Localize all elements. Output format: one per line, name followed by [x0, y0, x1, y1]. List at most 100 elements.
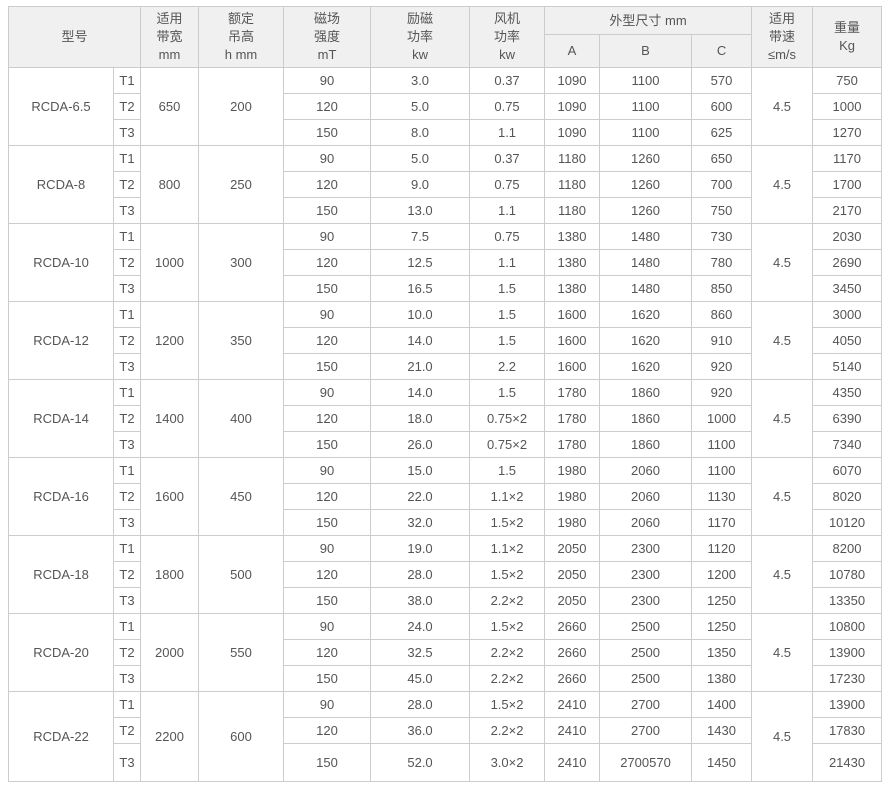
field-strength-cell: 150 — [283, 353, 372, 380]
field-strength-cell: 90 — [283, 535, 372, 562]
dim-a-cell: 1600 — [544, 353, 601, 380]
fan-power-cell: 1.5×2 — [469, 613, 546, 640]
t-grade-cell: T2 — [112, 405, 142, 432]
spec-row: T3 150 16.5 1.5 1380 1480 850 3450 — [9, 275, 883, 302]
dim-b-cell: 2300 — [599, 535, 693, 562]
dim-c-cell: 750 — [691, 197, 753, 224]
field-strength-cell: 150 — [283, 119, 372, 146]
model-cell: RCDA-14 — [8, 379, 114, 458]
excitation-power-cell: 9.0 — [370, 171, 471, 198]
spec-row: T2 120 5.0 0.75 1090 1100 600 1000 — [9, 93, 883, 120]
excitation-power-cell: 18.0 — [370, 405, 471, 432]
weight-cell: 13350 — [812, 587, 883, 614]
dim-a-cell: 2410 — [544, 717, 601, 744]
t-grade-cell: T3 — [112, 665, 142, 692]
excitation-power-cell: 19.0 — [370, 535, 471, 562]
dim-b-cell: 1860 — [599, 379, 693, 406]
field-strength-cell: 120 — [283, 639, 372, 666]
fan-power-cell: 2.2×2 — [469, 717, 546, 744]
field-strength-cell: 120 — [283, 405, 372, 432]
bandwidth-cell: 1600 — [140, 457, 200, 536]
spec-row: T3 150 45.0 2.2×2 2660 2500 1380 17230 — [9, 665, 883, 692]
dim-b-cell: 1480 — [599, 275, 693, 302]
field-strength-cell: 90 — [283, 379, 372, 406]
dim-c-cell: 910 — [691, 327, 753, 354]
model-cell: RCDA-16 — [8, 457, 114, 536]
dim-c-cell: 700 — [691, 171, 753, 198]
t-grade-cell: T2 — [112, 639, 142, 666]
dim-c-cell: 850 — [691, 275, 753, 302]
weight-cell: 3450 — [812, 275, 883, 302]
weight-cell: 10800 — [812, 613, 883, 640]
bandwidth-cell: 800 — [140, 145, 200, 224]
dim-b-cell: 2060 — [599, 457, 693, 484]
fan-power-cell: 1.1×2 — [469, 483, 546, 510]
dim-c-cell: 1430 — [691, 717, 753, 744]
excitation-power-cell: 36.0 — [370, 717, 471, 744]
spec-row: T3 150 26.0 0.75×2 1780 1860 1100 7340 — [9, 431, 883, 458]
excitation-power-cell: 5.0 — [370, 93, 471, 120]
weight-cell: 2030 — [812, 223, 883, 250]
dim-a-cell: 1380 — [544, 249, 601, 276]
spec-row: T2 120 12.5 1.1 1380 1480 780 2690 — [9, 249, 883, 276]
fan-power-cell: 0.37 — [469, 67, 546, 94]
field-strength-cell: 150 — [283, 665, 372, 692]
excitation-power-cell: 14.0 — [370, 327, 471, 354]
weight-cell: 13900 — [812, 691, 883, 718]
field-strength-cell: 150 — [283, 743, 372, 782]
t-grade-cell: T2 — [112, 171, 142, 198]
bandwidth-cell: 1400 — [140, 379, 200, 458]
dim-b-cell: 1260 — [599, 197, 693, 224]
t-grade-cell: T2 — [112, 561, 142, 588]
excitation-power-cell: 5.0 — [370, 145, 471, 172]
suspension-height-cell: 300 — [198, 223, 285, 302]
field-strength-cell: 150 — [283, 275, 372, 302]
t-grade-cell: T3 — [112, 743, 142, 782]
bandwidth-cell: 2000 — [140, 613, 200, 692]
excitation-power-cell: 52.0 — [370, 743, 471, 782]
spec-row: RCDA-22 T1 2200 600 90 28.0 1.5×2 2410 2700 1400 4… — [8, 691, 883, 782]
spec-row: T2 120 18.0 0.75×2 1780 1860 1000 6390 — [9, 405, 883, 432]
weight-cell: 6390 — [812, 405, 883, 432]
field-strength-cell: 150 — [283, 431, 372, 458]
header-suspension-height: 额定 吊高 h mm — [198, 6, 285, 68]
dim-b-cell: 1260 — [599, 171, 693, 198]
dim-a-cell: 2660 — [544, 613, 601, 640]
header-row-1: 型号 适用 带宽 mm 额定 吊高 h mm 磁场 强度 mT 励磁 功率 kw… — [7, 6, 883, 68]
dim-c-cell: 1100 — [691, 457, 753, 484]
dim-a-cell: 1780 — [544, 379, 601, 406]
dim-c-cell: 1200 — [691, 561, 753, 588]
field-strength-cell: 150 — [283, 587, 372, 614]
header-bandwidth: 适用 带宽 mm — [140, 6, 200, 68]
model-cell: RCDA-6.5 — [8, 67, 114, 146]
model-cell: RCDA-20 — [8, 613, 114, 692]
dim-a-cell: 2050 — [544, 561, 601, 588]
belt-speed-cell: 4.5 — [751, 535, 814, 614]
fan-power-cell: 2.2×2 — [469, 587, 546, 614]
excitation-power-cell: 32.0 — [370, 509, 471, 536]
excitation-power-cell: 38.0 — [370, 587, 471, 614]
t-grade-cell: T3 — [112, 197, 142, 224]
suspension-height-cell: 500 — [198, 535, 285, 614]
header-belt-speed: 适用 带速 ≤m/s — [751, 6, 814, 68]
spec-row: RCDA-10 T1 1000 300 90 7.5 0.75 1380 1480 730 4.5 2… — [8, 223, 883, 302]
excitation-power-cell: 28.0 — [370, 561, 471, 588]
fan-power-cell: 1.1×2 — [469, 535, 546, 562]
weight-cell: 5140 — [812, 353, 883, 380]
spec-row: T2 120 22.0 1.1×2 1980 2060 1130 8020 — [9, 483, 883, 510]
spec-row: T3 150 8.0 1.1 1090 1100 625 1270 — [9, 119, 883, 146]
weight-cell: 17830 — [812, 717, 883, 744]
spec-row: RCDA-6.5 T1 650 200 90 3.0 0.37 1090 1100 570 4.5 7… — [8, 67, 883, 146]
dim-b-cell: 1480 — [599, 223, 693, 250]
spec-row: T2 120 36.0 2.2×2 2410 2700 1430 17830 — [9, 717, 883, 744]
belt-speed-cell: 4.5 — [751, 613, 814, 692]
dim-c-cell: 860 — [691, 301, 753, 328]
dim-a-cell: 1180 — [544, 197, 601, 224]
weight-cell: 1000 — [812, 93, 883, 120]
spec-table: 型号 适用 带宽 mm 额定 吊高 h mm 磁场 强度 mT 励磁 功率 kw… — [7, 6, 883, 782]
belt-speed-cell: 4.5 — [751, 457, 814, 536]
dim-a-cell: 2050 — [544, 587, 601, 614]
fan-power-cell: 0.75 — [469, 93, 546, 120]
t-grade-cell: T2 — [112, 93, 142, 120]
dim-a-cell: 1380 — [544, 223, 601, 250]
